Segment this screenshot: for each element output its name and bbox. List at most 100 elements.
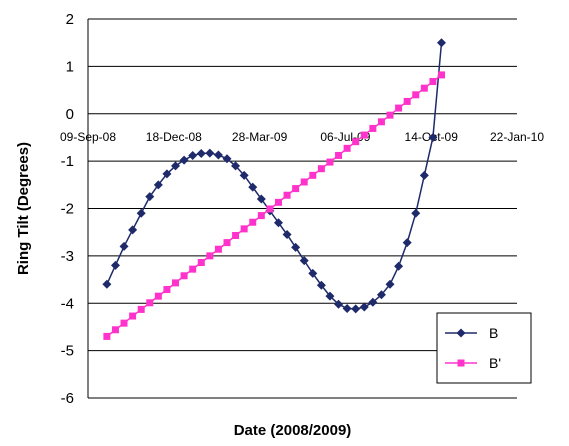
data-point [128, 225, 138, 235]
data-point [395, 104, 403, 112]
data-point [103, 332, 111, 340]
data-point [403, 97, 411, 105]
data-point [385, 279, 395, 289]
data-point [179, 155, 189, 165]
y-tick-label: -5 [61, 343, 74, 360]
data-point [154, 292, 162, 300]
data-point [136, 208, 146, 218]
series-b-prime [103, 71, 445, 340]
y-tick-label: -6 [61, 390, 74, 407]
data-point [102, 279, 112, 289]
data-point [213, 150, 223, 160]
data-point [162, 169, 172, 179]
series-line [106, 42, 443, 310]
series-line [106, 74, 442, 338]
y-tick-label: -2 [61, 201, 74, 218]
data-point [240, 225, 248, 233]
data-point [326, 158, 334, 166]
data-point [394, 261, 404, 271]
data-point [299, 256, 309, 266]
x-tick-label: 18-Dec-08 [146, 130, 202, 144]
data-point [411, 208, 421, 218]
data-point [223, 239, 231, 247]
data-point [325, 291, 335, 301]
data-point [317, 165, 325, 173]
data-point [120, 319, 128, 327]
legend-label: B' [489, 355, 501, 371]
data-point [428, 132, 438, 142]
data-point [189, 265, 197, 273]
data-point [309, 171, 317, 179]
data-point [419, 170, 429, 180]
y-tick-label: -4 [61, 295, 74, 312]
gridlines [88, 18, 517, 399]
data-point [359, 302, 369, 312]
data-point [402, 238, 412, 248]
x-tick-label: 28-Mar-09 [232, 130, 288, 144]
data-point [334, 299, 344, 309]
data-point [137, 305, 145, 313]
data-point [437, 71, 445, 79]
data-point [291, 242, 301, 252]
data-point [436, 38, 446, 48]
data-point [172, 279, 180, 287]
data-point [377, 118, 385, 126]
data-point [283, 191, 291, 199]
data-point [232, 232, 240, 240]
y-tick-labels: 2 1 0 -1 -2 -3 -4 -5 -6 [61, 11, 74, 407]
data-point [308, 268, 318, 278]
data-point [300, 178, 308, 186]
data-point [110, 260, 120, 270]
y-axis-title: Ring Tilt (Degrees) [15, 142, 32, 275]
data-point [386, 111, 394, 119]
data-point [376, 290, 386, 300]
data-point [197, 259, 205, 267]
data-point [163, 286, 171, 294]
x-tick-labels: 09-Sep-0818-Dec-0828-Mar-0906-Jul-0914-O… [60, 130, 544, 144]
data-point [145, 192, 155, 202]
y-tick-label: 2 [66, 11, 74, 28]
data-point [153, 180, 163, 190]
x-tick-label: 09-Sep-08 [60, 130, 116, 144]
data-point [257, 212, 265, 220]
data-point [111, 326, 119, 334]
data-point [292, 185, 300, 193]
series [102, 38, 446, 340]
data-point [352, 138, 360, 146]
data-point [429, 78, 437, 86]
data-point [171, 161, 181, 171]
data-point [231, 161, 241, 171]
data-point [222, 154, 232, 164]
data-point [342, 303, 352, 313]
data-point [343, 144, 351, 152]
data-point [249, 218, 257, 226]
data-point [180, 272, 188, 280]
data-point [360, 131, 368, 139]
legend: B B' [436, 312, 532, 384]
data-point [420, 84, 428, 92]
data-point [266, 205, 274, 213]
data-point [214, 245, 222, 253]
data-point [282, 230, 292, 240]
data-point [412, 91, 420, 99]
data-point [369, 124, 377, 132]
data-point [146, 299, 154, 307]
y-tick-label: -3 [61, 248, 74, 265]
data-point [119, 241, 129, 251]
data-point [256, 194, 266, 204]
y-tick-label: 0 [66, 106, 74, 123]
data-point [129, 312, 137, 320]
x-axis-title: Date (2008/2009) [234, 422, 352, 439]
data-point [368, 297, 378, 307]
y-tick-label: -1 [61, 153, 74, 170]
data-point [206, 252, 214, 260]
data-point [188, 150, 198, 160]
legend-marker [457, 359, 465, 367]
data-point [335, 151, 343, 159]
data-point [273, 218, 283, 228]
data-point [239, 170, 249, 180]
legend-marker [456, 328, 466, 338]
y-tick-label: 1 [66, 58, 74, 75]
